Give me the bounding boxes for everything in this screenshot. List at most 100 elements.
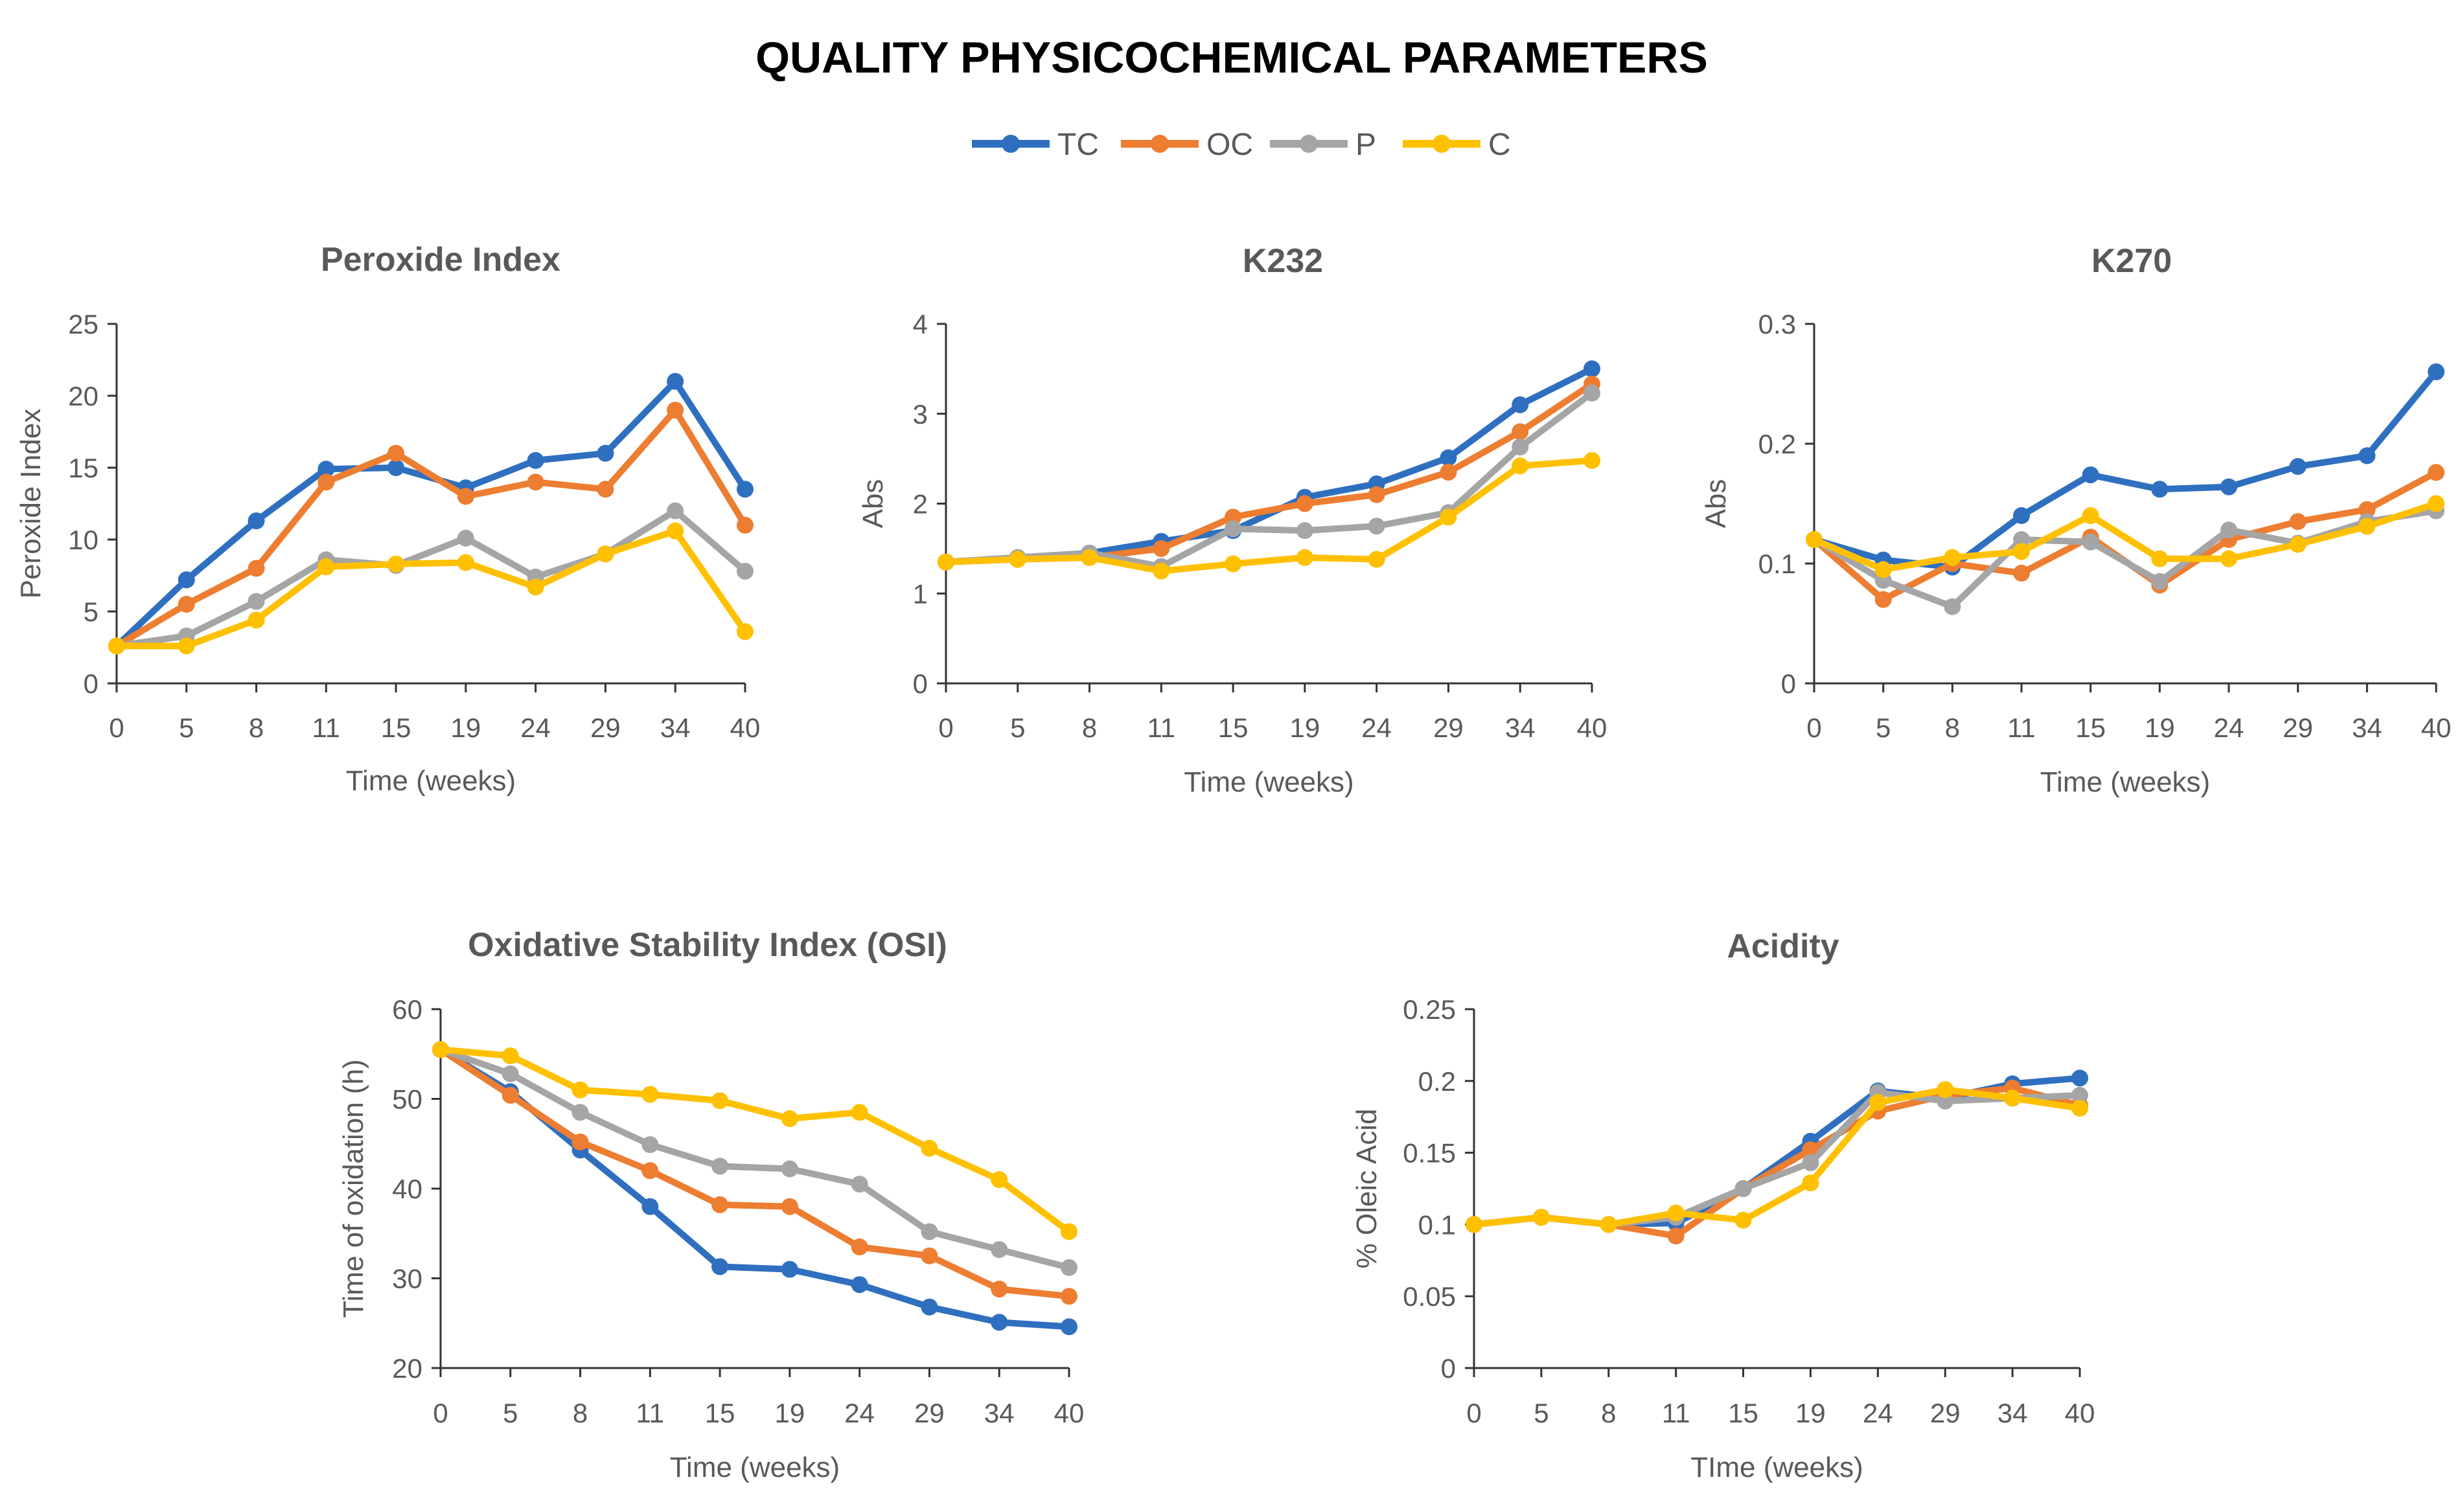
x-tick-label: 0 — [1806, 713, 1821, 743]
y-tick-label: 40 — [392, 1174, 422, 1204]
data-point — [178, 595, 195, 613]
legend-swatch-marker — [1002, 135, 1020, 153]
series-p — [432, 1041, 1077, 1276]
data-point — [1512, 396, 1529, 413]
x-tick-label: 34 — [2352, 713, 2382, 743]
y-tick-label: 5 — [84, 597, 98, 627]
y-tick-label: 30 — [392, 1264, 422, 1294]
data-point — [667, 402, 684, 419]
y-tick-label: 0.1 — [1758, 549, 1796, 579]
data-point — [781, 1160, 798, 1178]
data-point — [1532, 1209, 1550, 1226]
legend-label: TC — [1057, 128, 1099, 162]
data-point — [571, 1081, 589, 1099]
data-point — [248, 593, 265, 610]
figure-title: QUALITY PHYSICOCHEMICAL PARAMETERS — [755, 33, 1708, 82]
data-point — [1296, 522, 1313, 540]
data-point — [2220, 550, 2237, 567]
data-point — [1153, 540, 1170, 557]
data-point — [1512, 457, 1529, 475]
data-point — [501, 1047, 519, 1065]
x-tick-label: 5 — [503, 1398, 518, 1428]
data-point — [2013, 543, 2030, 560]
legend-swatch-marker — [1433, 135, 1451, 153]
x-tick-label: 11 — [1662, 1398, 1690, 1428]
x-tick-label: 40 — [2421, 713, 2452, 743]
series-oc — [938, 375, 1600, 571]
data-point — [2358, 501, 2376, 518]
series-line — [113, 378, 748, 650]
x-tick-label: 15 — [381, 713, 411, 743]
data-point — [1806, 531, 1823, 548]
data-point — [527, 451, 544, 469]
x-tick-label: 34 — [660, 713, 691, 743]
x-tick-label: 5 — [179, 713, 194, 743]
x-axis-label: Time (weeks) — [1184, 766, 1353, 798]
x-tick-label: 34 — [1505, 713, 1536, 743]
series-line — [943, 389, 1595, 570]
data-point — [2004, 1090, 2021, 1107]
series-line — [1811, 507, 2439, 610]
series-oc — [108, 402, 754, 655]
data-point — [781, 1110, 798, 1127]
data-point — [2013, 531, 2030, 548]
series-line — [113, 507, 748, 650]
data-point — [1225, 508, 1242, 526]
data-point — [2082, 466, 2099, 484]
x-axis-label: Time (weeks) — [670, 1452, 840, 1483]
data-point — [2151, 573, 2169, 590]
x-tick-label: 40 — [2065, 1398, 2095, 1428]
data-point — [2220, 521, 2237, 539]
data-point — [1009, 551, 1026, 568]
data-point — [2289, 536, 2307, 553]
series-c — [108, 522, 754, 655]
y-tick-label: 15 — [68, 453, 98, 483]
data-point — [991, 1281, 1008, 1298]
data-point — [921, 1298, 938, 1316]
x-axis-label: TIme (weeks) — [1690, 1452, 1863, 1483]
data-point — [2071, 1086, 2088, 1104]
series-tc — [1806, 363, 2445, 576]
data-point — [1296, 549, 1313, 566]
series-line — [113, 527, 748, 650]
legend-item-oc: OC — [1121, 128, 1253, 162]
series-line — [1811, 500, 2439, 573]
y-axis-label: Abs — [1700, 479, 1732, 529]
y-tick-label: 10 — [68, 525, 98, 555]
chart-title: Acidity — [1727, 928, 1839, 965]
series-line — [437, 1046, 1072, 1271]
data-point — [1081, 549, 1098, 566]
x-tick-label: 8 — [249, 713, 264, 743]
x-tick-label: 0 — [433, 1398, 448, 1428]
legend-label: C — [1488, 128, 1511, 162]
x-tick-label: 40 — [730, 713, 761, 743]
data-point — [387, 444, 405, 462]
y-axis-label: Peroxide Index — [15, 409, 47, 599]
data-point — [1440, 508, 1457, 526]
data-point — [667, 522, 684, 540]
data-point — [432, 1041, 449, 1058]
data-point — [571, 1104, 589, 1121]
data-point — [2428, 363, 2445, 380]
data-point — [2151, 481, 2169, 498]
series-line — [437, 1046, 1072, 1330]
data-point — [921, 1223, 938, 1240]
data-point — [1600, 1216, 1617, 1233]
data-point — [2358, 518, 2376, 535]
y-tick-label: 0 — [1781, 668, 1796, 699]
y-tick-label: 25 — [68, 309, 98, 339]
x-tick-label: 15 — [705, 1398, 735, 1428]
y-tick-label: 20 — [68, 381, 98, 411]
x-tick-label: 19 — [2145, 713, 2175, 743]
data-point — [457, 488, 474, 505]
data-point — [2071, 1069, 2088, 1087]
data-point — [2013, 507, 2030, 524]
series-p — [108, 502, 754, 655]
data-point — [938, 553, 954, 571]
series-c — [432, 1041, 1077, 1240]
data-point — [851, 1176, 868, 1193]
data-point — [851, 1238, 868, 1256]
data-point — [1944, 549, 1961, 566]
